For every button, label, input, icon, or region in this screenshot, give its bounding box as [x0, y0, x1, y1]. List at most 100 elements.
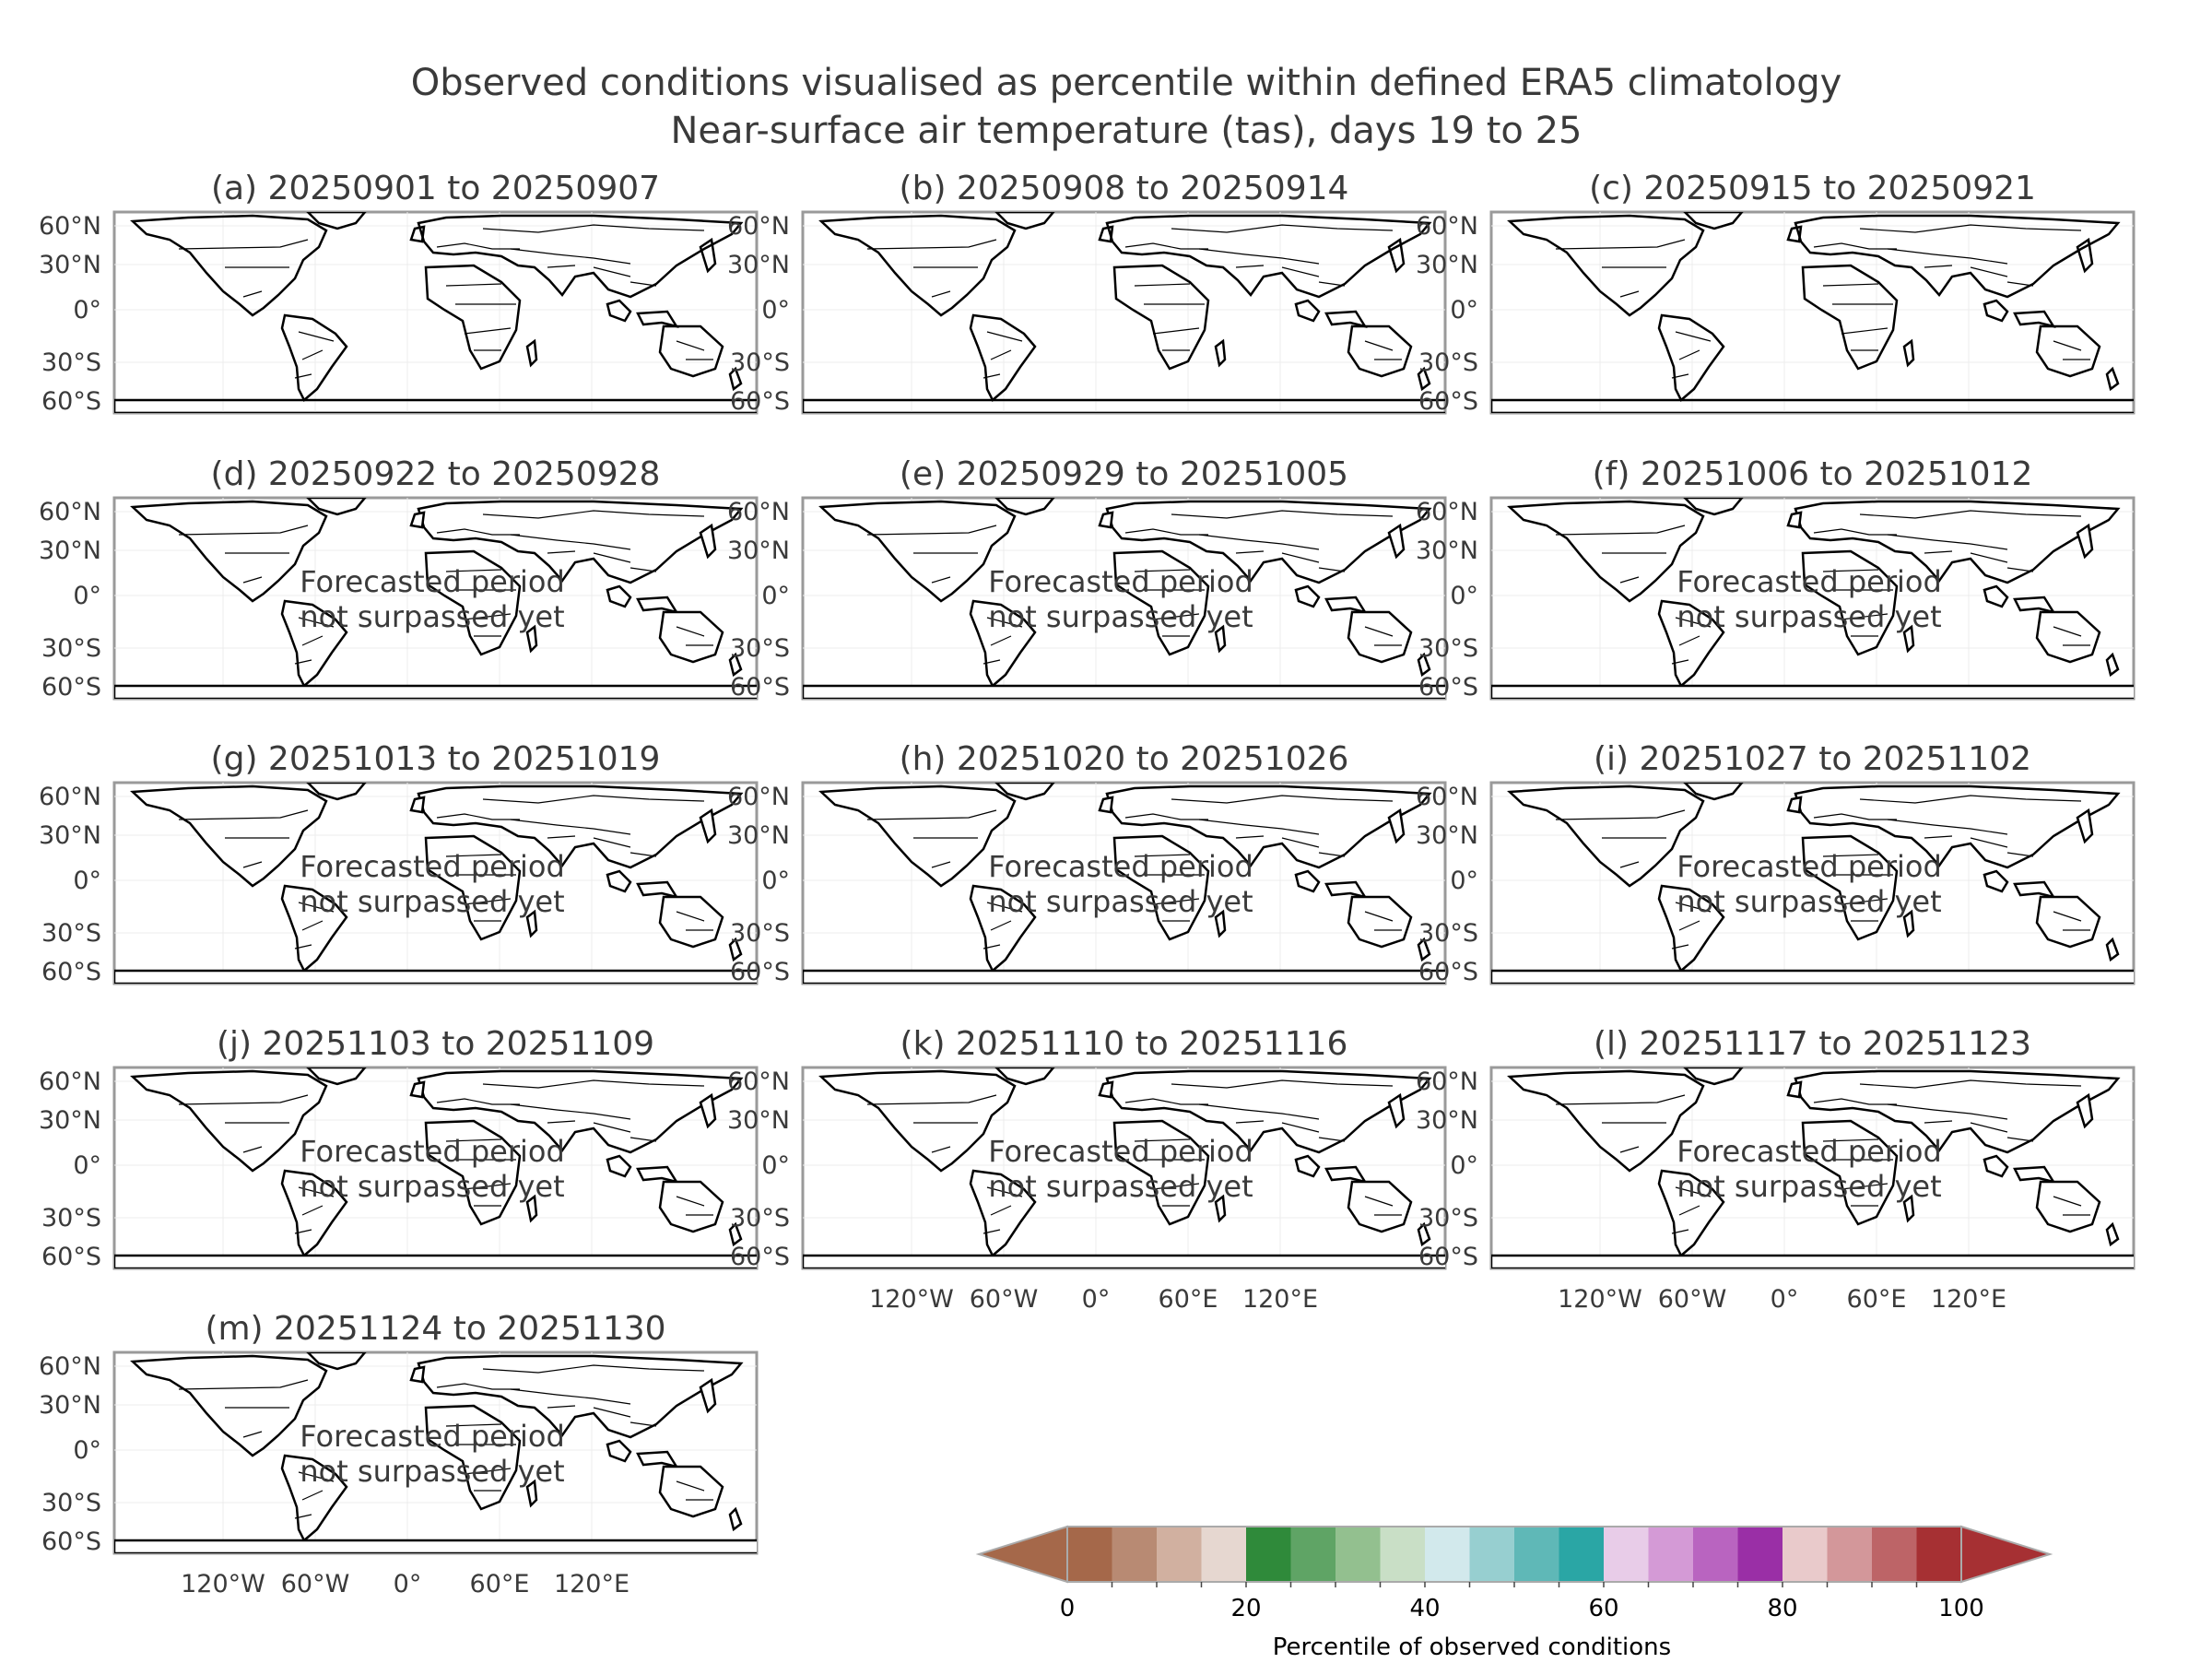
latitude-label: 30°N	[1416, 821, 1478, 850]
colorbar-segment	[1157, 1527, 1202, 1582]
latitude-label: 30°S	[1418, 1204, 1478, 1233]
latitude-label: 60°N	[39, 212, 101, 241]
latitude-label: 60°S	[41, 958, 101, 986]
panel-title: (a) 20250901 to 20250907	[211, 170, 660, 207]
colorbar-segment	[1201, 1527, 1247, 1582]
longitude-label: 120°E	[554, 1570, 629, 1598]
latitude-label: 0°	[1450, 582, 1478, 610]
colorbar-segment	[1872, 1527, 1917, 1582]
placeholder-text-line2: not surpassed yet	[1677, 1169, 1941, 1204]
colorbar-segment	[1514, 1527, 1559, 1582]
longitude-axes: 120°W 60°W 0° 60°E 120°E 120°W 60°W 0° 60°E 120°E…	[181, 1285, 2006, 1598]
panel-title: (d) 20250922 to 20250928	[211, 455, 661, 493]
latitude-label: 0°	[73, 1151, 101, 1180]
latitude-label: 0°	[1450, 867, 1478, 895]
latitude-label: 30°S	[1418, 919, 1478, 948]
latitude-label: 60°N	[39, 783, 101, 811]
longitude-label: 120°E	[1242, 1285, 1318, 1314]
latitude-label: 0°	[761, 1151, 790, 1180]
panel-title: (i) 20251027 to 20251102	[1594, 740, 2031, 778]
latitude-label: 60°S	[1418, 1243, 1478, 1271]
latitude-label: 60°N	[1416, 1067, 1478, 1096]
latitude-label: 30°N	[1416, 251, 1478, 279]
map-panels-grid: (a) 20250901 to 20250907 60°N 30°N 0° 30°S 60…	[39, 170, 2136, 1556]
latitude-label: 60°N	[727, 212, 790, 241]
map-panel: (j) 20251103 to 20251109 60°N 30°N 0° 30°S 60…	[39, 1025, 759, 1271]
placeholder-text-line1: Forecasted period	[1677, 849, 1942, 884]
panel-title: (f) 20251006 to 20251012	[1593, 455, 2033, 493]
placeholder-text-line2: not surpassed yet	[988, 884, 1253, 919]
latitude-label: 60°S	[730, 1243, 790, 1271]
latitude-label: 30°S	[1418, 348, 1478, 377]
placeholder-text-line2: not surpassed yet	[988, 1169, 1253, 1204]
latitude-label: 60°N	[727, 1067, 790, 1096]
latitude-label: 60°S	[730, 958, 790, 986]
map-panel: (d) 20250922 to 20250928 60°N 30°N 0° 30°S 60…	[39, 455, 759, 702]
panel-title: (c) 20250915 to 20250921	[1589, 170, 2036, 207]
latitude-label: 60°S	[730, 387, 790, 416]
latitude-label: 30°N	[39, 537, 101, 565]
map-panel: (m) 20251124 to 20251130 60°N 30°N 0° 30°S 60…	[39, 1310, 759, 1556]
latitude-label: 30°S	[41, 348, 101, 377]
latitude-label: 30°N	[1416, 1106, 1478, 1135]
placeholder-text-line1: Forecasted period	[300, 1134, 565, 1169]
panel-title: (m) 20251124 to 20251130	[205, 1310, 665, 1348]
latitude-label: 60°N	[1416, 498, 1478, 526]
longitude-label: 0°	[1082, 1285, 1111, 1314]
latitude-label: 0°	[73, 296, 101, 324]
latitude-label: 30°N	[727, 537, 790, 565]
latitude-label: 60°N	[727, 498, 790, 526]
longitude-label: 120°W	[1558, 1285, 1642, 1314]
colorbar-tick-label: 0	[1060, 1595, 1076, 1622]
longitude-label: 60°E	[1847, 1285, 1907, 1314]
map-panel: (e) 20250929 to 20251005 60°N 30°N 0° 30°S 60…	[727, 455, 1447, 702]
map-panel: (i) 20251027 to 20251102 60°N 30°N 0° 30°S 60…	[1416, 740, 2136, 986]
panel-title: (h) 20251020 to 20251026	[900, 740, 1349, 778]
colorbar-segment	[1067, 1527, 1112, 1582]
latitude-label: 60°S	[1418, 387, 1478, 416]
colorbar-tick-label: 60	[1588, 1595, 1618, 1622]
colorbar-tick-label: 20	[1230, 1595, 1261, 1622]
colorbar-label: Percentile of observed conditions	[1273, 1634, 1671, 1659]
panel-title: (l) 20251117 to 20251123	[1594, 1025, 2031, 1063]
latitude-label: 30°N	[727, 1106, 790, 1135]
panel-title: (j) 20251103 to 20251109	[217, 1025, 654, 1063]
map-panel: (b) 20250908 to 20250914 60°N 30°N 0° 30°S 60…	[727, 170, 1447, 416]
colorbar-segment	[1916, 1527, 1962, 1582]
colorbar-tick-label: 80	[1767, 1595, 1797, 1622]
latitude-label: 30°N	[39, 1106, 101, 1135]
panel-title: (g) 20251013 to 20251019	[211, 740, 661, 778]
colorbar-segment	[1335, 1527, 1381, 1582]
latitude-label: 30°S	[1418, 634, 1478, 663]
latitude-label: 60°N	[1416, 212, 1478, 241]
latitude-label: 30°S	[41, 1204, 101, 1233]
colorbar-segment	[1693, 1527, 1738, 1582]
placeholder-text-line1: Forecasted period	[988, 849, 1253, 884]
placeholder-text-line1: Forecasted period	[300, 1419, 565, 1454]
colorbar-segment	[1737, 1527, 1783, 1582]
longitude-label: 0°	[394, 1570, 422, 1598]
latitude-label: 60°S	[41, 1243, 101, 1271]
latitude-label: 60°N	[39, 1067, 101, 1096]
longitude-label: 60°W	[281, 1570, 350, 1598]
colorbar-tick-label: 100	[1938, 1595, 1984, 1622]
figure-title-line2: Near-surface air temperature (tas), days…	[670, 110, 1582, 152]
map-panel: (k) 20251110 to 20251116 60°N 30°N 0° 30°S 60…	[727, 1025, 1447, 1271]
map-panel: (c) 20250915 to 20250921 60°N 30°N 0° 30°S 60…	[1416, 170, 2136, 416]
latitude-label: 60°N	[39, 498, 101, 526]
latitude-label: 30°S	[41, 1489, 101, 1517]
latitude-label: 30°S	[730, 919, 790, 948]
placeholder-text-line2: not surpassed yet	[1677, 884, 1941, 919]
latitude-label: 60°N	[1416, 783, 1478, 811]
panel-title: (k) 20251110 to 20251116	[900, 1025, 1348, 1063]
longitude-label: 60°W	[1658, 1285, 1727, 1314]
colorbar-segment	[1112, 1527, 1158, 1582]
colorbar-segment	[1290, 1527, 1336, 1582]
latitude-label: 60°S	[41, 1527, 101, 1556]
placeholder-text-line2: not surpassed yet	[300, 1454, 564, 1489]
placeholder-text-line2: not surpassed yet	[988, 599, 1253, 634]
map-panel: (f) 20251006 to 20251012 60°N 30°N 0° 30°S 60…	[1416, 455, 2136, 702]
placeholder-text-line1: Forecasted period	[1677, 564, 1942, 599]
